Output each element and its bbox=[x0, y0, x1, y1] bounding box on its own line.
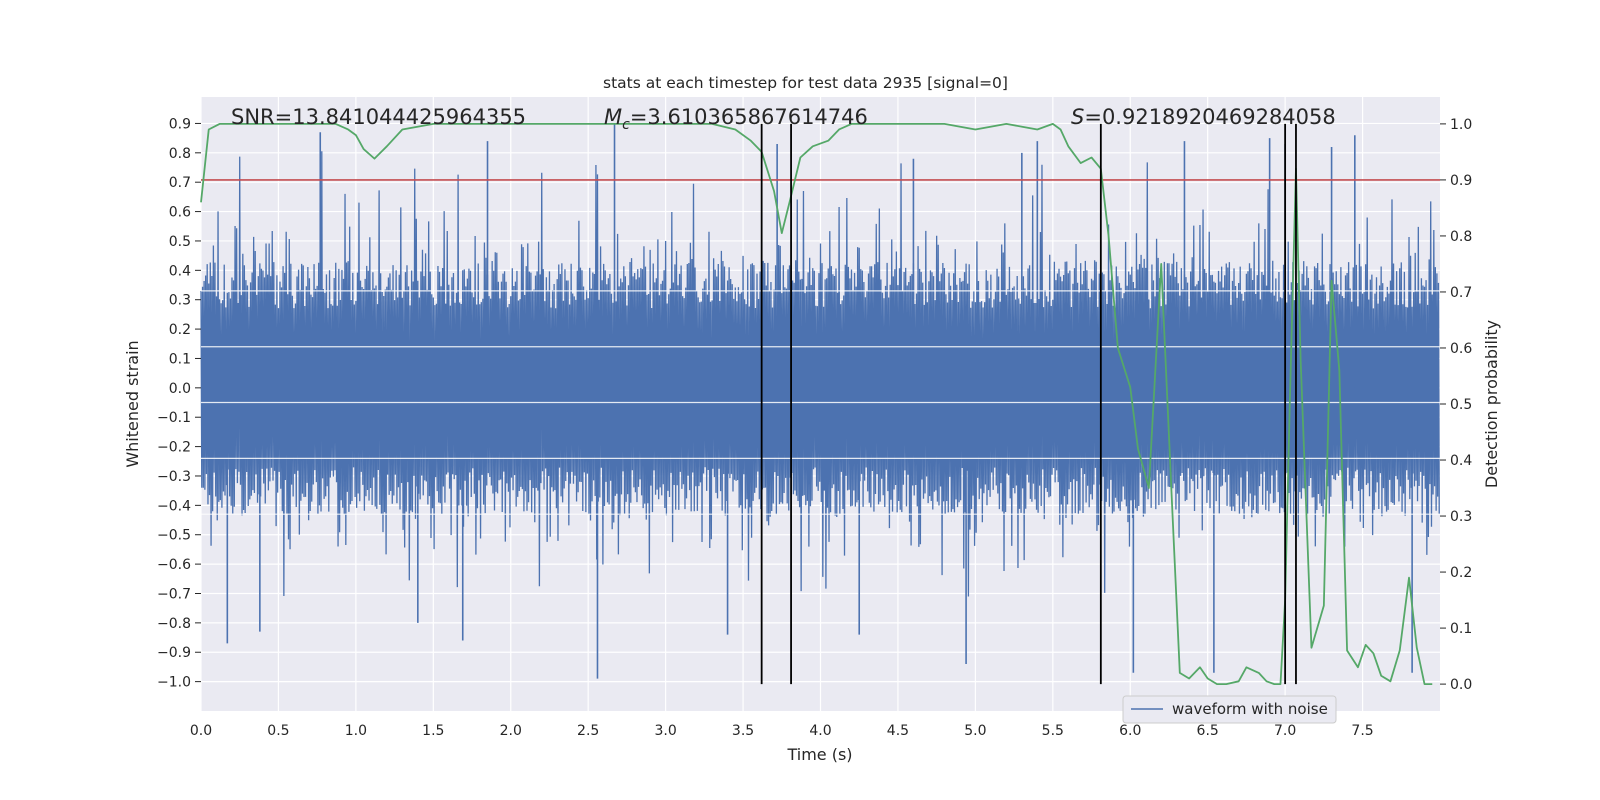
y2-tick-label: 0.8 bbox=[1450, 229, 1472, 245]
s-symbol: S bbox=[1071, 105, 1084, 129]
s-annotation: S=0.9218920469284058 bbox=[1071, 105, 1336, 129]
legend: waveform with noise bbox=[1122, 695, 1337, 724]
y2-tick-label: 1.0 bbox=[1450, 117, 1472, 133]
y-tick-label: 0.8 bbox=[169, 146, 191, 162]
y-tick-label: 0.1 bbox=[169, 351, 191, 367]
x-axis-ticks: 0.0 0.5 1.0 1.5 2.0 2.5 3.0 3.5 4.0 4.5 5.0 5.5 6.0 6… bbox=[190, 723, 1374, 739]
legend-box bbox=[1122, 695, 1337, 724]
mc-subscript: c bbox=[622, 117, 630, 133]
s-value: =0.9218920469284058 bbox=[1084, 105, 1335, 129]
y-tick-label: −0.8 bbox=[157, 616, 191, 632]
waveform-line bbox=[200, 151, 1440, 597]
mc-annotation: Mc=3.610365867614746 bbox=[604, 105, 868, 133]
x-axis-label: Time (s) bbox=[786, 745, 852, 764]
y2-tick-label: 0.5 bbox=[1450, 397, 1472, 413]
y-tick-label: −0.3 bbox=[157, 469, 191, 485]
x-tick-label: 2.5 bbox=[577, 723, 599, 739]
legend-label: waveform with noise bbox=[1172, 700, 1328, 718]
x-tick-label: 4.5 bbox=[887, 723, 909, 739]
y-tick-label: −0.6 bbox=[157, 557, 191, 573]
detection-probability-series bbox=[200, 122, 1433, 686]
detection-probability-line bbox=[200, 122, 1433, 686]
vertical-markers bbox=[760, 123, 1297, 685]
waveform-series bbox=[200, 123, 1440, 679]
y-tick-label: −0.5 bbox=[157, 528, 191, 544]
x-tick-label: 1.5 bbox=[422, 723, 444, 739]
x-tick-label: 5.5 bbox=[1042, 723, 1064, 739]
x-tick-label: 0.0 bbox=[190, 723, 212, 739]
y2-axis-label: Detection probability bbox=[1482, 320, 1501, 488]
y-tick-label: 0.0 bbox=[169, 381, 191, 397]
x-tick-label: 4.0 bbox=[809, 723, 831, 739]
y2-tick-label: 0.9 bbox=[1450, 173, 1472, 189]
y2-tick-label: 0.1 bbox=[1450, 621, 1472, 637]
snr-annotation: SNR=13.841044425964355 bbox=[231, 105, 526, 129]
y2-tick-label: 0.3 bbox=[1450, 509, 1472, 525]
x-tick-label: 7.5 bbox=[1351, 723, 1373, 739]
mc-value: =3.610365867614746 bbox=[630, 105, 868, 129]
y-tick-label: 0.4 bbox=[169, 263, 191, 279]
y-axis-label: Whitened strain bbox=[123, 340, 142, 467]
y2-tick-label: 0.0 bbox=[1450, 677, 1472, 693]
y2-tick-label: 0.4 bbox=[1450, 453, 1472, 469]
x-tick-label: 3.5 bbox=[732, 723, 754, 739]
y-tick-label: 0.7 bbox=[169, 175, 191, 191]
y-tick-label: −1.0 bbox=[157, 675, 191, 691]
x-tick-label: 0.5 bbox=[267, 723, 289, 739]
y-tick-label: −0.2 bbox=[157, 440, 191, 456]
y-tick-label: 0.3 bbox=[169, 293, 191, 309]
y-tick-label: 0.5 bbox=[169, 234, 191, 250]
y-tick-label: 0.9 bbox=[169, 116, 191, 132]
y2-tick-label: 0.7 bbox=[1450, 285, 1472, 301]
y2-axis-ticks: 1.0 0.9 0.8 0.7 0.6 0.5 0.4 0.3 0.2 0.1 0.0 bbox=[1440, 117, 1472, 693]
x-tick-label: 2.0 bbox=[500, 723, 522, 739]
x-tick-label: 7.0 bbox=[1274, 723, 1296, 739]
y-tick-label: −0.7 bbox=[157, 586, 191, 602]
y-tick-label: 0.6 bbox=[169, 205, 191, 221]
x-tick-label: 1.0 bbox=[345, 723, 367, 739]
y-tick-label: 0.2 bbox=[169, 322, 191, 338]
y-tick-label: −0.1 bbox=[157, 410, 191, 426]
x-tick-label: 6.0 bbox=[1119, 723, 1141, 739]
y-tick-label: −0.4 bbox=[157, 498, 191, 514]
y2-tick-label: 0.2 bbox=[1450, 565, 1472, 581]
x-tick-label: 5.0 bbox=[964, 723, 986, 739]
chart-title: stats at each timestep for test data 293… bbox=[603, 74, 1008, 92]
y-axis-ticks: 0.9 0.8 0.7 0.6 0.5 0.4 0.3 0.2 0.1 0.0 −0.1 −0.2 −0… bbox=[157, 116, 201, 691]
mc-symbol: M bbox=[604, 105, 622, 129]
y2-tick-label: 0.6 bbox=[1450, 341, 1472, 357]
x-tick-label: 3.0 bbox=[654, 723, 676, 739]
y-tick-label: −0.9 bbox=[157, 645, 191, 661]
x-tick-label: 6.5 bbox=[1197, 723, 1219, 739]
